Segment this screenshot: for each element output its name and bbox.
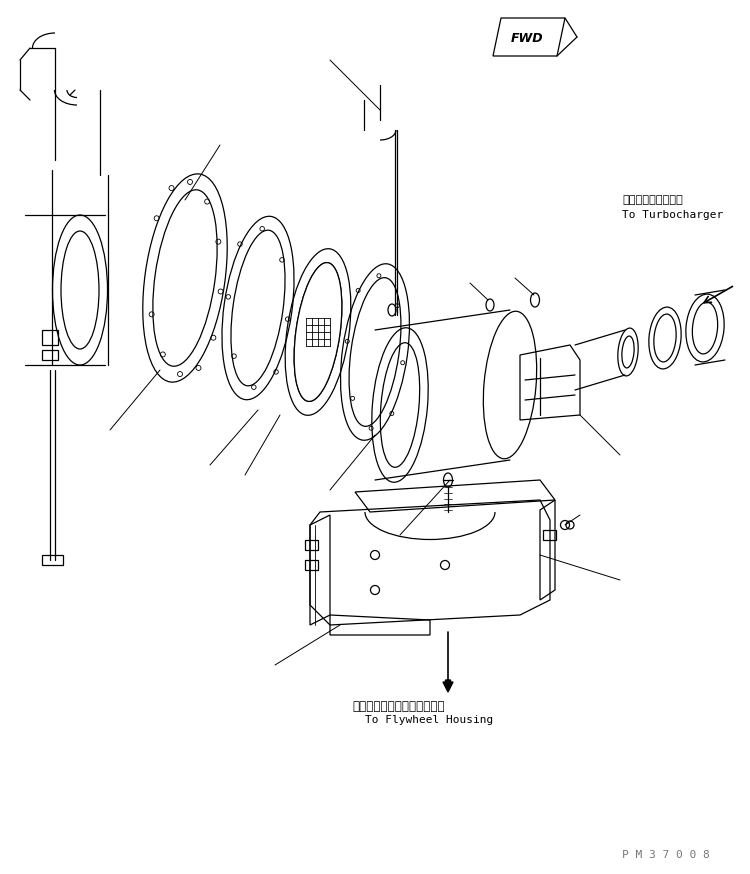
- Text: FWD: FWD: [511, 31, 543, 45]
- Text: To Flywheel Housing: To Flywheel Housing: [365, 715, 494, 725]
- Ellipse shape: [294, 262, 342, 401]
- Text: P M 3 7 0 0 8: P M 3 7 0 0 8: [622, 850, 710, 860]
- FancyArrow shape: [443, 680, 453, 692]
- Text: フライホイールハウジングヘ: フライホイールハウジングヘ: [352, 700, 445, 713]
- Text: ターボチャージャヘ: ターボチャージャヘ: [622, 195, 682, 205]
- Text: To Turbocharger: To Turbocharger: [622, 210, 723, 220]
